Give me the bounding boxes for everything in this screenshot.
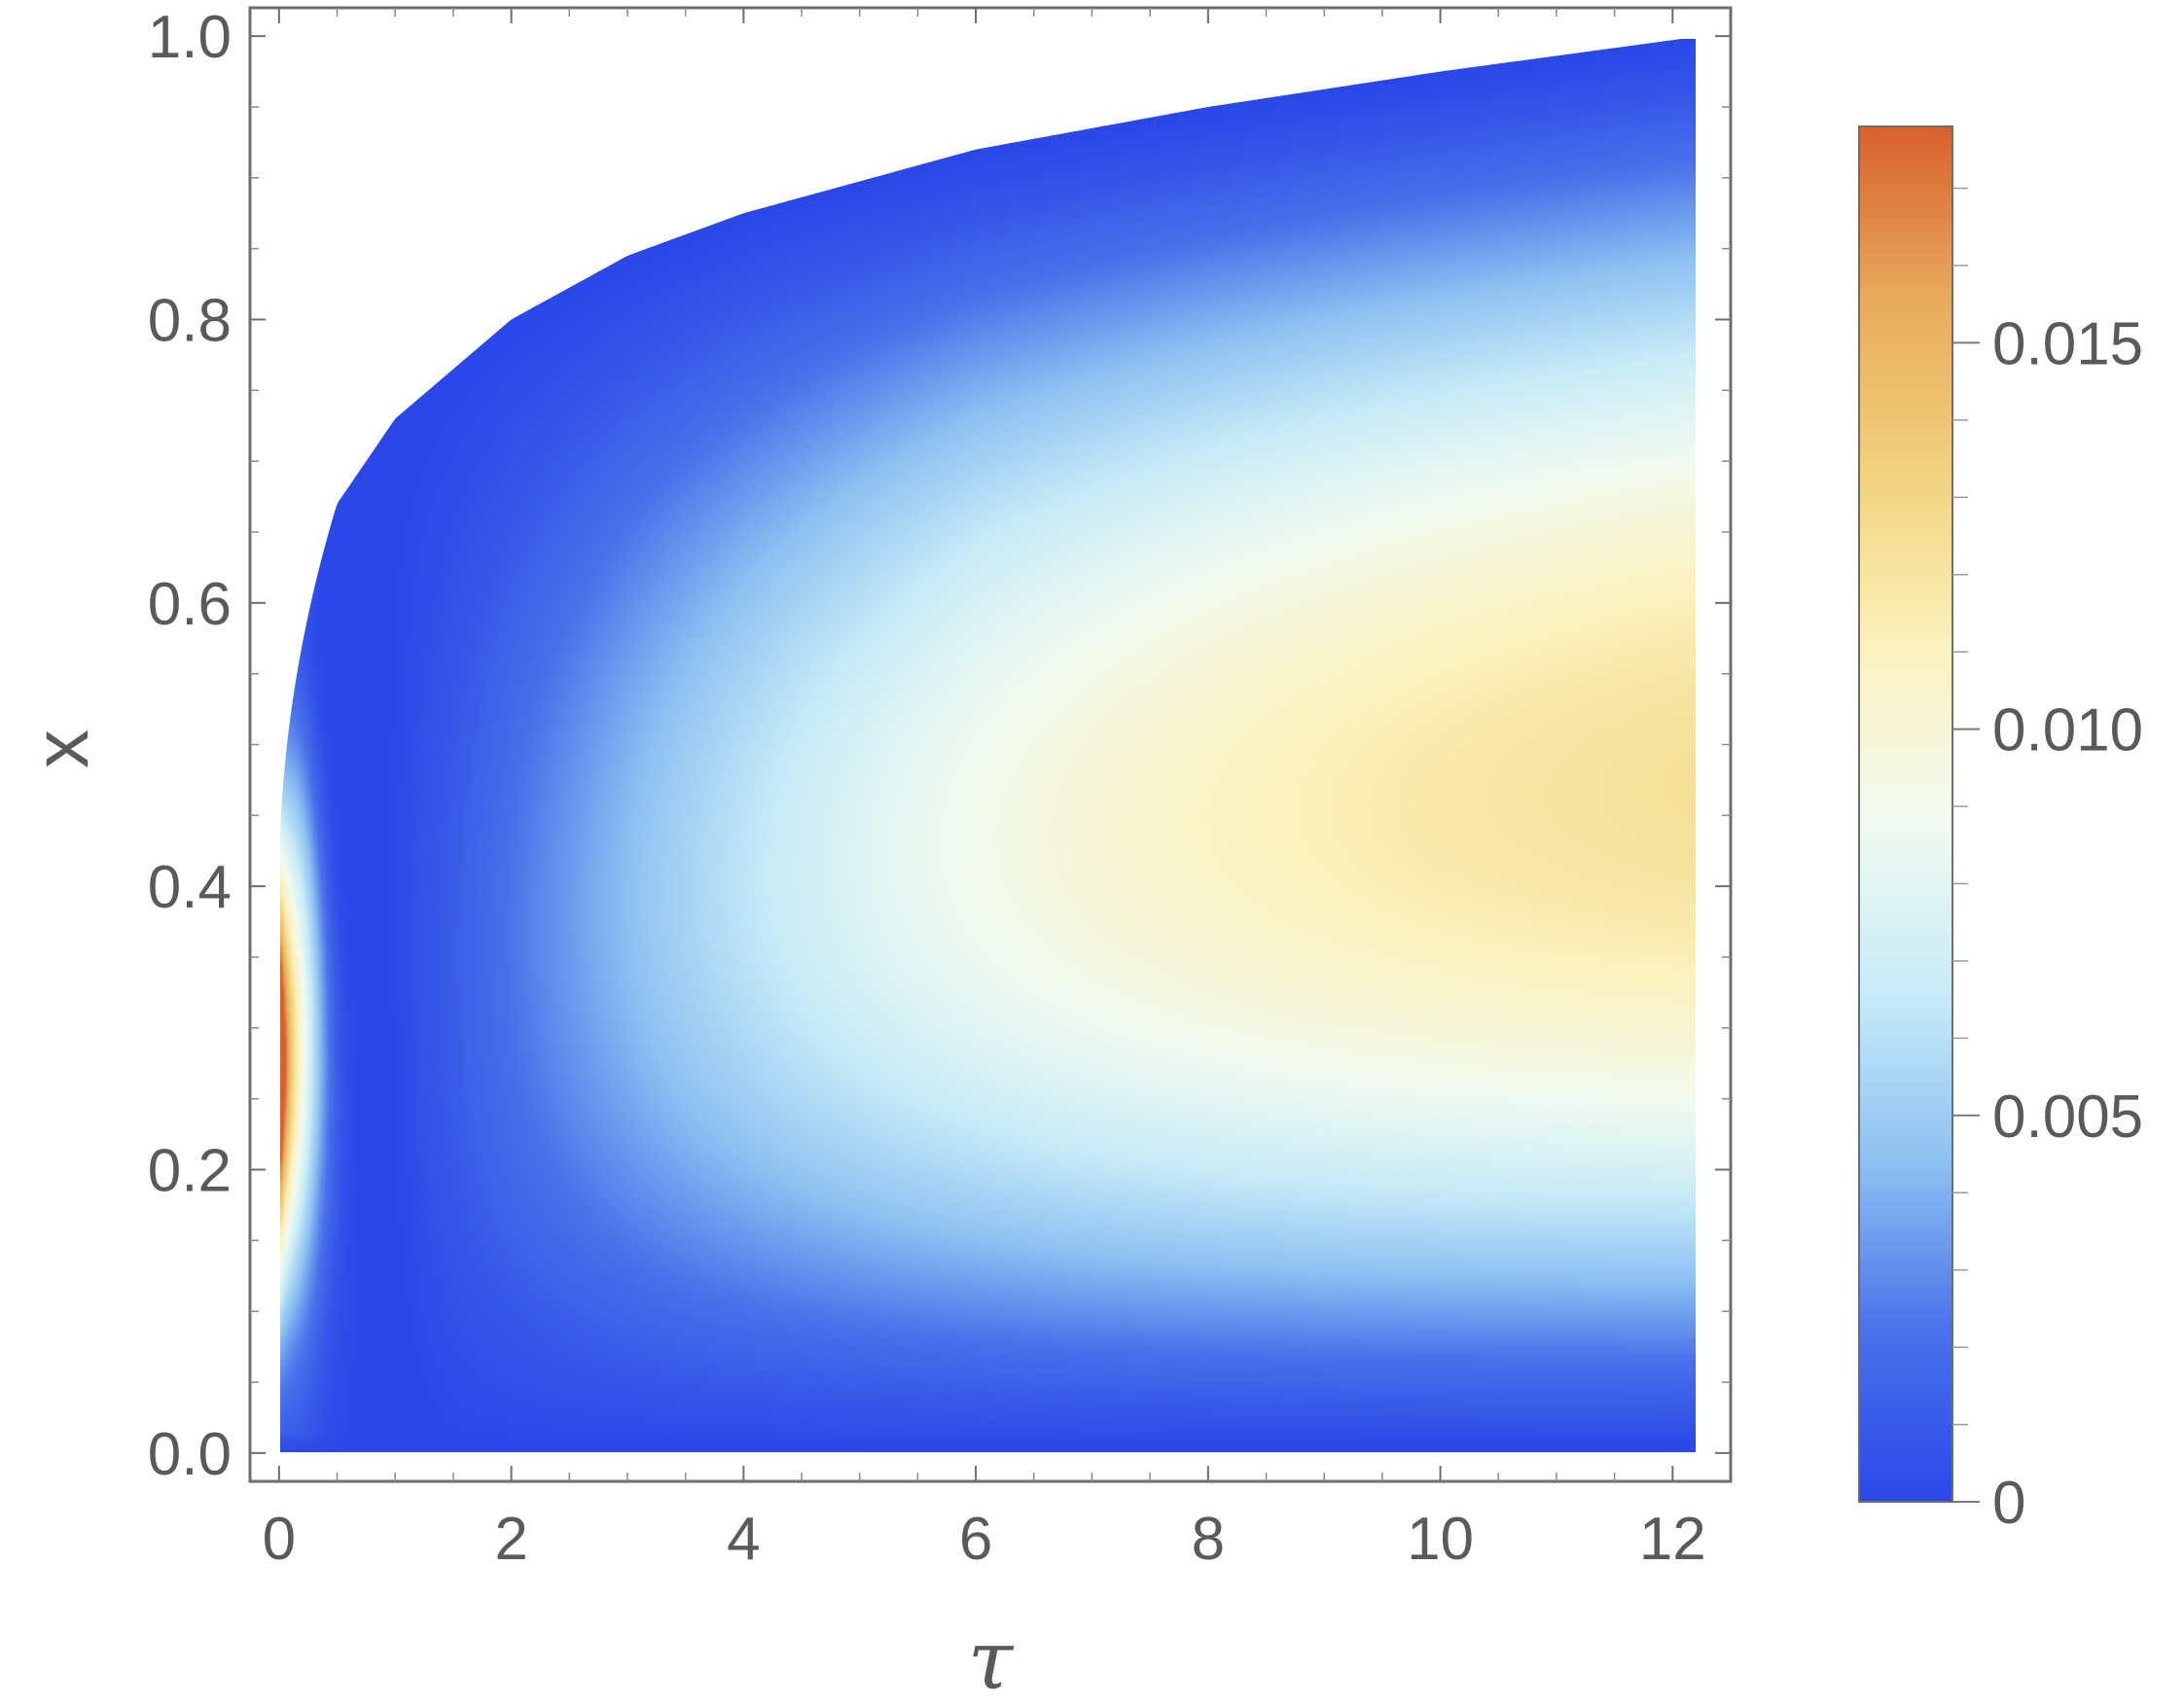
x-tick-label: 12 bbox=[1639, 1506, 1706, 1573]
colorbar-tick-label: 0.010 bbox=[1992, 697, 2143, 765]
colorbar-tick-label: 0 bbox=[1992, 1470, 2025, 1537]
x-axis-title: τ bbox=[968, 1613, 1015, 1708]
plot-area bbox=[280, 39, 1696, 1452]
heatmap-image bbox=[280, 39, 1696, 1452]
x-axis-ticks: 0 2 4 6 8 10 12 bbox=[263, 8, 1706, 1573]
x-tick-label: 2 bbox=[494, 1506, 527, 1573]
y-tick-label: 0.4 bbox=[148, 854, 232, 921]
colorbar-ticks: 0 0.005 0.010 0.015 bbox=[1952, 187, 2143, 1537]
y-tick-label: 0.0 bbox=[148, 1421, 232, 1488]
y-tick-label: 0.8 bbox=[148, 287, 232, 354]
x-tick-label: 8 bbox=[1192, 1506, 1225, 1573]
x-tick-label: 4 bbox=[727, 1506, 760, 1573]
x-tick-label: 0 bbox=[263, 1506, 296, 1573]
y-tick-label: 1.0 bbox=[148, 4, 232, 71]
colorbar-tick-label: 0.005 bbox=[1992, 1084, 2143, 1151]
y-tick-label: 0.6 bbox=[148, 571, 232, 638]
y-axis-title: x bbox=[18, 729, 104, 768]
colorbar-gradient bbox=[1858, 125, 1953, 1503]
x-tick-label: 10 bbox=[1407, 1506, 1474, 1573]
x-tick-label: 6 bbox=[959, 1506, 992, 1573]
colorbar: 0 0.005 0.010 0.015 bbox=[1858, 125, 2143, 1537]
colorbar-tick-label: 0.015 bbox=[1992, 310, 2143, 377]
y-axis-ticks: 0.0 0.2 0.4 0.6 0.8 1.0 bbox=[148, 4, 1731, 1488]
y-tick-label: 0.2 bbox=[148, 1138, 232, 1205]
